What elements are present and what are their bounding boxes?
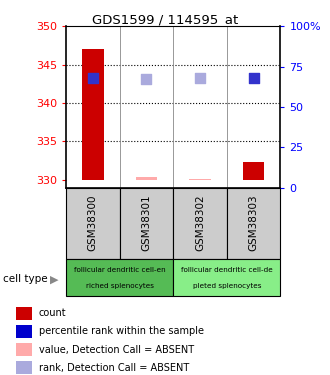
- Point: [197, 75, 203, 81]
- Bar: [16, 307, 32, 320]
- Point: [251, 75, 256, 81]
- FancyBboxPatch shape: [173, 259, 280, 296]
- Bar: [243, 162, 264, 180]
- Bar: [16, 343, 32, 356]
- Bar: [16, 325, 32, 338]
- FancyBboxPatch shape: [119, 188, 173, 259]
- Text: GSM38301: GSM38301: [142, 195, 151, 251]
- FancyBboxPatch shape: [66, 188, 119, 259]
- Text: ▶: ▶: [50, 274, 59, 284]
- Text: GSM38302: GSM38302: [195, 195, 205, 251]
- Text: follicular dendritic cell-de: follicular dendritic cell-de: [181, 267, 273, 273]
- Bar: [82, 49, 104, 180]
- FancyBboxPatch shape: [227, 188, 280, 259]
- Point: [144, 76, 149, 82]
- Text: rank, Detection Call = ABSENT: rank, Detection Call = ABSENT: [39, 363, 189, 372]
- Text: follicular dendritic cell-en: follicular dendritic cell-en: [74, 267, 165, 273]
- FancyBboxPatch shape: [173, 188, 227, 259]
- Text: GSM38303: GSM38303: [249, 195, 259, 251]
- Text: percentile rank within the sample: percentile rank within the sample: [39, 327, 204, 336]
- Bar: [16, 361, 32, 374]
- Point: [90, 75, 95, 81]
- Bar: [189, 178, 211, 180]
- FancyBboxPatch shape: [66, 259, 173, 296]
- Text: pleted splenocytes: pleted splenocytes: [193, 283, 261, 289]
- Text: value, Detection Call = ABSENT: value, Detection Call = ABSENT: [39, 345, 194, 354]
- Text: GSM38300: GSM38300: [88, 195, 98, 251]
- Text: cell type: cell type: [3, 274, 48, 284]
- Text: GDS1599 / 114595_at: GDS1599 / 114595_at: [92, 13, 238, 26]
- Bar: [136, 177, 157, 180]
- Text: riched splenocytes: riched splenocytes: [85, 283, 154, 289]
- Text: count: count: [39, 309, 67, 318]
